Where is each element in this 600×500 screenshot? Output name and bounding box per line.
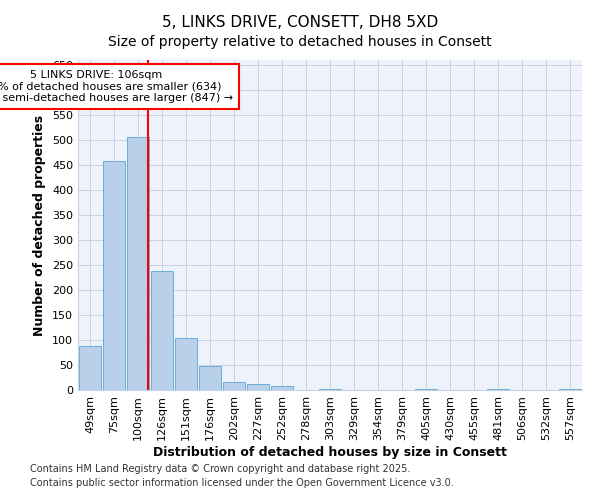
Bar: [151, 270, 173, 390]
Bar: [175, 338, 197, 390]
Bar: [487, 388, 509, 390]
Bar: [103, 160, 125, 390]
Y-axis label: Number of detached properties: Number of detached properties: [34, 114, 46, 336]
Bar: [79, 346, 101, 390]
Bar: [559, 388, 581, 390]
Bar: [415, 388, 437, 390]
Text: 5 LINKS DRIVE: 106sqm
← 43% of detached houses are smaller (634)
57% of semi-det: 5 LINKS DRIVE: 106sqm ← 43% of detached …: [0, 70, 233, 103]
Bar: [199, 366, 221, 390]
Bar: [127, 136, 149, 390]
Text: Size of property relative to detached houses in Consett: Size of property relative to detached ho…: [108, 35, 492, 49]
Bar: [319, 388, 341, 390]
Bar: [247, 384, 269, 390]
Text: 5, LINKS DRIVE, CONSETT, DH8 5XD: 5, LINKS DRIVE, CONSETT, DH8 5XD: [162, 15, 438, 30]
Text: Contains HM Land Registry data © Crown copyright and database right 2025.
Contai: Contains HM Land Registry data © Crown c…: [30, 464, 454, 487]
Bar: [271, 386, 293, 390]
X-axis label: Distribution of detached houses by size in Consett: Distribution of detached houses by size …: [153, 446, 507, 458]
Bar: [223, 382, 245, 390]
